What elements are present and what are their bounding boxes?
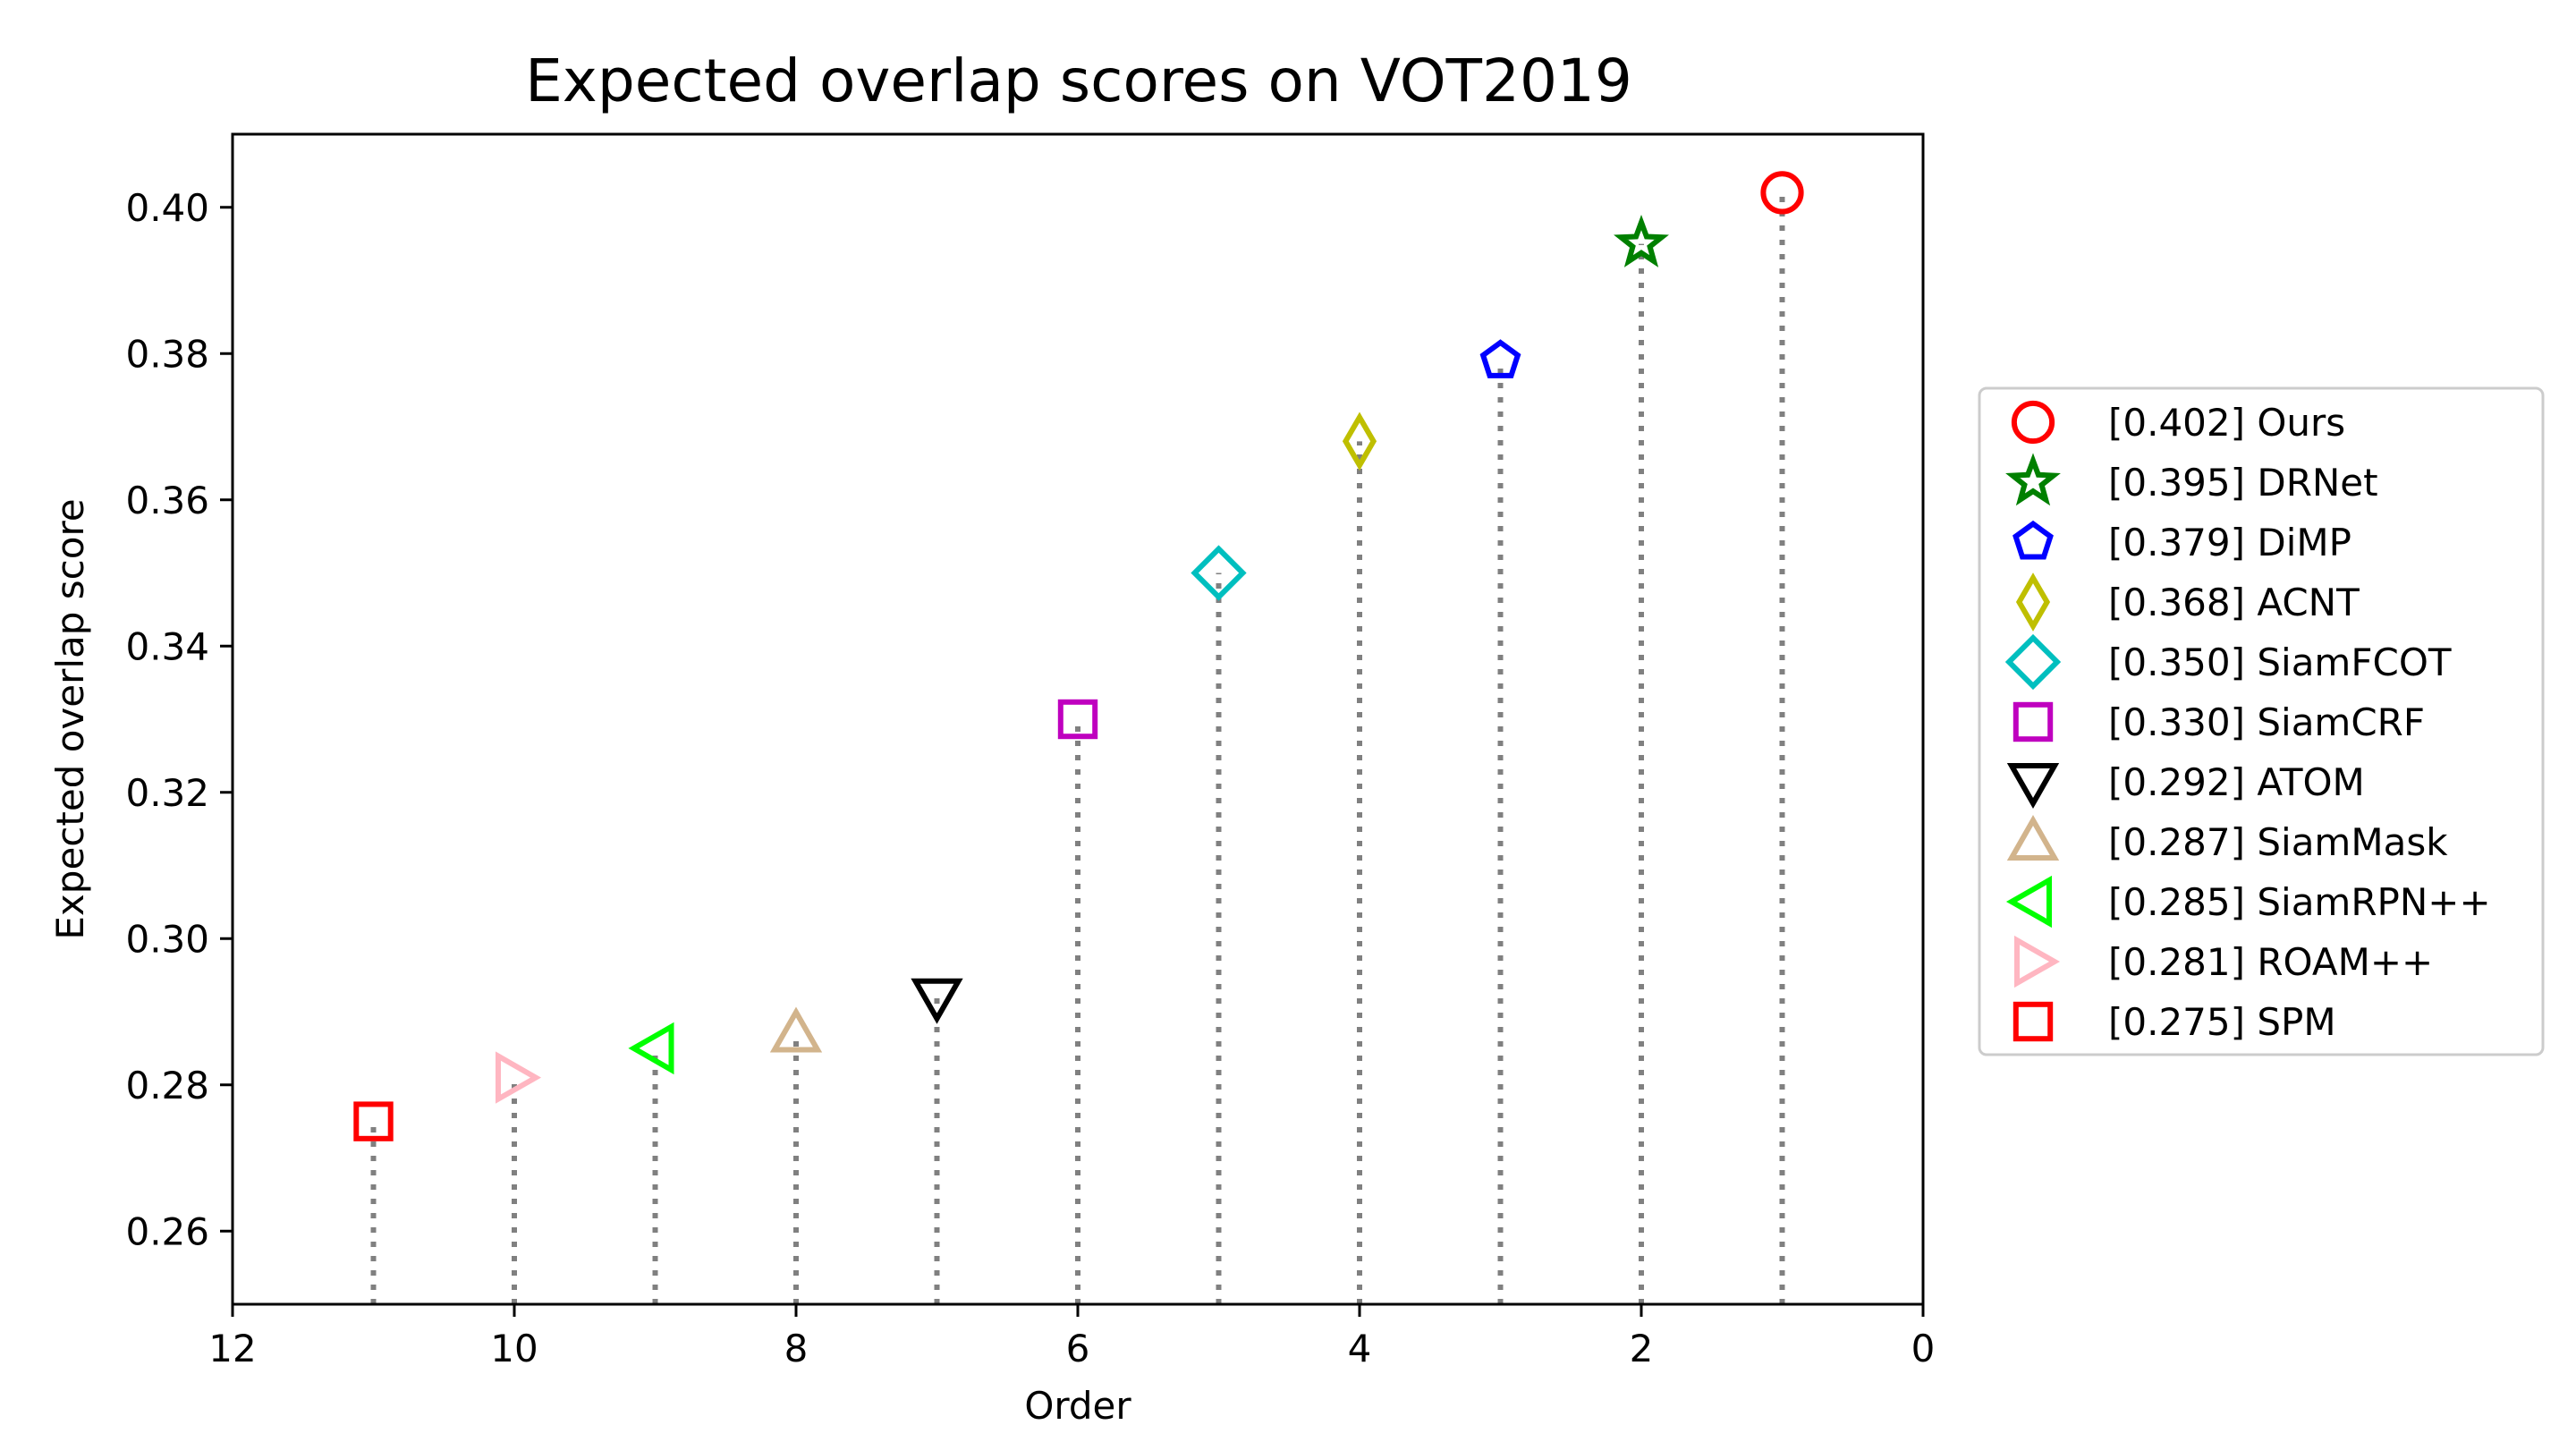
stem-lines — [370, 192, 1785, 1304]
x-tick-label: 0 — [1911, 1327, 1936, 1370]
data-point-dimp — [1479, 339, 1521, 378]
y-axis-ticks: 0.26 0.28 0.30 0.32 0.34 0.36 0.38 0.40 — [125, 186, 233, 1253]
x-axis-label: Order — [1024, 1384, 1131, 1428]
data-point-siammask — [769, 1006, 823, 1053]
legend-marker — [2005, 875, 2052, 929]
data-point-roam- — [496, 1051, 542, 1104]
legend-marker — [2015, 573, 2051, 632]
legend-entry-label: [0.402] Ours — [2108, 401, 2345, 445]
data-point-drnet — [1614, 214, 1669, 267]
legend-marker — [2014, 935, 2061, 988]
legend-entry-label: [0.330] SiamCRF — [2108, 700, 2425, 744]
y-tick-label: 0.30 — [125, 917, 209, 961]
legend-entry-label: [0.368] ACNT — [2108, 581, 2360, 624]
y-axis-label: Expected overlap score — [48, 498, 92, 939]
data-point-spm — [353, 1101, 394, 1141]
data-point-siamcrf — [1057, 699, 1098, 740]
legend-marker — [2005, 453, 2061, 506]
chart-title: Expected overlap scores on VOT2019 — [525, 47, 1632, 115]
legend-entry-label: [0.292] ATOM — [2108, 760, 2365, 804]
legend-entry-label: [0.285] SiamRPN++ — [2108, 880, 2491, 924]
data-point-ours — [1760, 171, 1804, 215]
legend-marker — [2012, 701, 2054, 742]
data-point-acnt — [1342, 411, 1377, 471]
x-axis-ticks: 12 10 8 6 4 2 0 — [208, 1304, 1935, 1370]
x-tick-label: 10 — [490, 1327, 538, 1370]
legend-marker — [2004, 633, 2062, 691]
legend-entry-label: [0.287] SiamMask — [2108, 820, 2448, 864]
x-tick-label: 6 — [1066, 1327, 1090, 1370]
legend-entry-label: [0.350] SiamFCOT — [2108, 640, 2452, 684]
legend-entry-label: [0.379] DiMP — [2108, 521, 2351, 564]
data-point-atom — [911, 978, 963, 1024]
y-tick-label: 0.26 — [125, 1209, 209, 1253]
x-tick-label: 4 — [1348, 1327, 1372, 1370]
data-markers — [353, 171, 1804, 1141]
y-tick-label: 0.28 — [125, 1064, 209, 1107]
y-tick-label: 0.32 — [125, 771, 209, 815]
legend-marker — [2011, 400, 2055, 445]
y-tick-label: 0.34 — [125, 624, 209, 668]
legend-marker — [2006, 814, 2060, 861]
legend-entry-label: [0.281] ROAM++ — [2108, 940, 2433, 984]
y-tick-label: 0.40 — [125, 186, 209, 230]
data-point-siamfcot — [1191, 545, 1247, 601]
legend-marker — [2012, 520, 2054, 560]
legend-entry-label: [0.275] SPM — [2108, 1000, 2336, 1044]
data-point-siamrpn- — [628, 1022, 674, 1075]
x-tick-label: 12 — [208, 1327, 256, 1370]
y-tick-label: 0.38 — [125, 332, 209, 376]
legend: [0.402] Ours [0.395] DRNet [0.379] DiMP [0.… — [1978, 386, 2545, 1056]
legend-marker — [2006, 763, 2060, 810]
y-tick-label: 0.36 — [125, 479, 209, 522]
x-tick-label: 2 — [1630, 1327, 1654, 1370]
legend-entry-label: [0.395] DRNet — [2108, 461, 2378, 505]
x-tick-label: 8 — [784, 1327, 809, 1370]
legend-marker — [2012, 1001, 2054, 1042]
legend-box — [1978, 386, 2545, 1056]
